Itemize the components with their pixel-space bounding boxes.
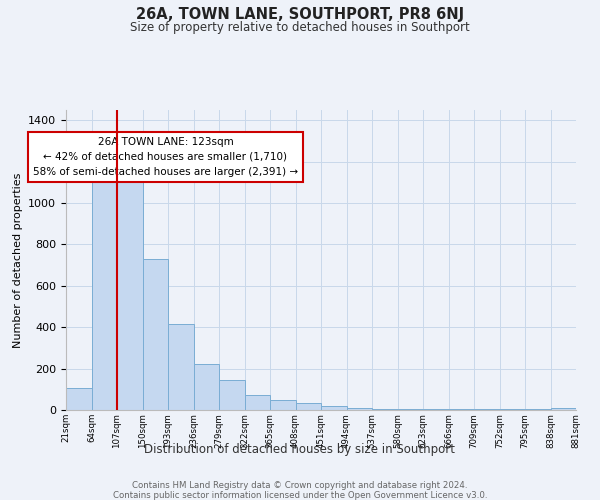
Bar [245, 395, 270, 410]
Bar [551, 408, 576, 410]
Bar [474, 409, 499, 410]
Bar [143, 259, 168, 410]
Text: 26A, TOWN LANE, SOUTHPORT, PR8 6NJ: 26A, TOWN LANE, SOUTHPORT, PR8 6NJ [136, 8, 464, 22]
Bar [499, 409, 525, 410]
Text: Distribution of detached houses by size in Southport: Distribution of detached houses by size … [145, 442, 455, 456]
Y-axis label: Number of detached properties: Number of detached properties [13, 172, 23, 348]
Bar [117, 171, 143, 410]
Bar [525, 409, 551, 410]
Bar [193, 364, 219, 410]
Bar [423, 409, 449, 410]
Bar [372, 409, 398, 410]
Bar [347, 408, 372, 410]
Bar [321, 406, 347, 410]
Bar [219, 380, 245, 410]
Bar [270, 400, 296, 410]
Text: Contains HM Land Registry data © Crown copyright and database right 2024.: Contains HM Land Registry data © Crown c… [132, 481, 468, 490]
Text: Size of property relative to detached houses in Southport: Size of property relative to detached ho… [130, 21, 470, 34]
Bar [398, 409, 423, 410]
Bar [66, 388, 91, 410]
Bar [296, 403, 321, 410]
Bar [91, 171, 117, 410]
Bar [449, 409, 474, 410]
Bar [168, 324, 193, 410]
Text: 26A TOWN LANE: 123sqm
← 42% of detached houses are smaller (1,710)
58% of semi-d: 26A TOWN LANE: 123sqm ← 42% of detached … [33, 137, 298, 176]
Text: Contains public sector information licensed under the Open Government Licence v3: Contains public sector information licen… [113, 491, 487, 500]
